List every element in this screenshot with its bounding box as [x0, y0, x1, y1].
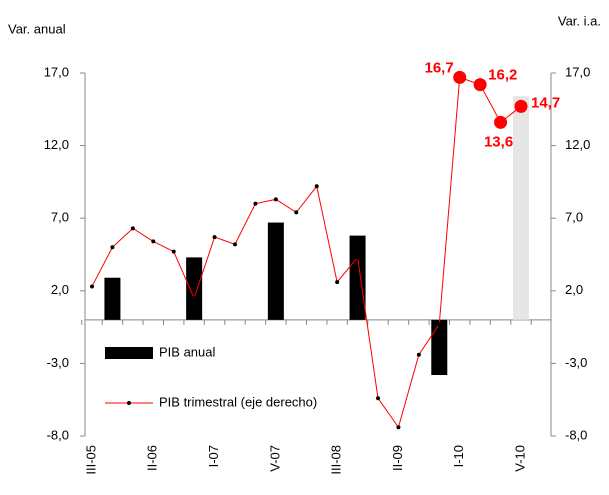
line-marker	[212, 235, 217, 240]
y-tick-label: 17,0	[44, 64, 69, 79]
line-marker	[171, 249, 176, 254]
data-label: 16,2	[488, 67, 517, 84]
y-axis-title: Var. anual	[8, 21, 66, 36]
line-marker	[473, 78, 487, 92]
line-marker	[416, 352, 421, 357]
y-tick-label: 12,0	[44, 137, 69, 152]
data-label: 16,7	[425, 59, 454, 76]
y2-axis-title: Var. i.a.	[558, 13, 601, 28]
line-marker	[453, 70, 467, 84]
y-tick-label: 2,0	[51, 282, 69, 297]
bar	[104, 277, 121, 320]
x-tick-label: V-10	[512, 445, 527, 472]
bar	[431, 319, 448, 376]
line-marker	[314, 184, 319, 189]
y2-tick-label: 12,0	[565, 137, 590, 152]
x-tick-label: I-10	[451, 445, 466, 467]
bar	[267, 222, 284, 320]
line-marker	[192, 296, 197, 301]
y2-tick-label: 17,0	[565, 64, 590, 79]
line-marker	[294, 210, 299, 215]
x-tick-label: II-06	[145, 445, 160, 471]
data-label: 14,7	[531, 94, 560, 111]
bar	[349, 235, 366, 320]
line-marker	[110, 245, 115, 250]
x-tick-label: I-07	[206, 445, 221, 467]
y2-tick-label: -8,0	[565, 427, 587, 442]
line-marker	[396, 425, 401, 430]
data-label: 13,6	[484, 133, 513, 150]
y2-tick-label: -3,0	[565, 355, 587, 370]
line-marker	[233, 242, 237, 247]
line-marker	[130, 226, 135, 231]
line-marker	[90, 284, 94, 289]
legend-label: PIB trimestral (eje derecho)	[159, 394, 317, 409]
y2-tick-label: 7,0	[565, 210, 583, 225]
line-marker	[253, 201, 258, 206]
bar	[513, 96, 529, 320]
line	[91, 76, 522, 429]
x-tick-label: III-08	[329, 445, 344, 475]
y-tick-label: -8,0	[47, 427, 69, 442]
line-marker	[376, 396, 380, 401]
line-marker	[151, 239, 156, 244]
x-tick-label: III-05	[83, 445, 98, 475]
legend-label: PIB anual	[159, 344, 215, 359]
line-marker	[437, 322, 442, 327]
y2-tick-label: 2,0	[565, 282, 583, 297]
legend-swatch	[105, 347, 153, 359]
line-marker	[494, 115, 508, 129]
y-tick-label: -3,0	[47, 355, 69, 370]
y-tick-label: 7,0	[51, 210, 69, 225]
bar	[186, 257, 203, 320]
x-tick-label: V-07	[267, 445, 282, 472]
line-marker	[514, 99, 528, 113]
line-marker	[335, 280, 340, 285]
x-tick-label: II-09	[390, 445, 405, 471]
line-marker	[273, 197, 278, 202]
legend-swatch	[127, 401, 131, 405]
line-marker	[355, 255, 360, 260]
